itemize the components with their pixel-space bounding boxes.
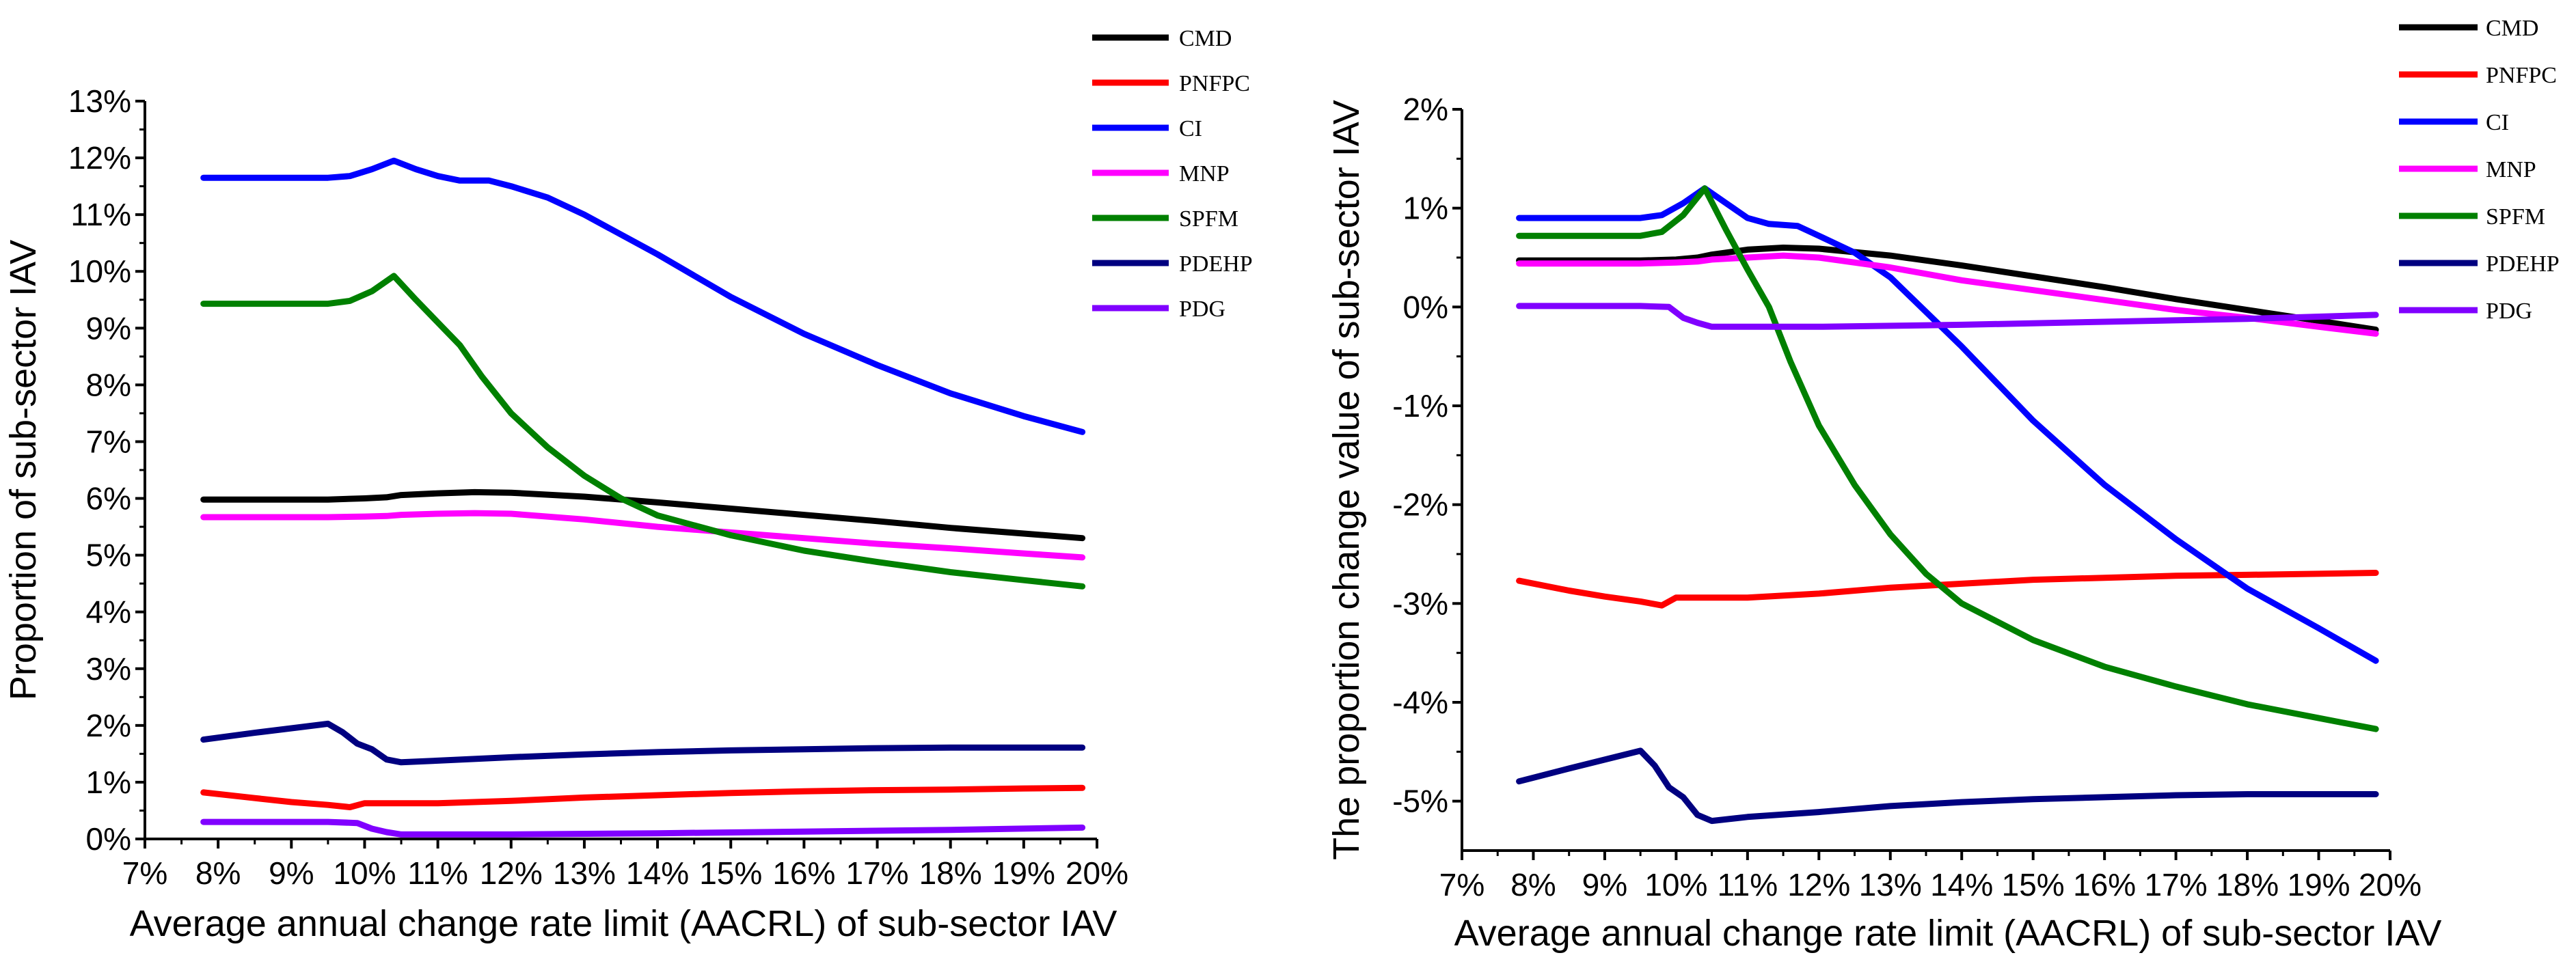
legend-label-mnp: MNP (1179, 161, 1230, 187)
x-tick-label: 9% (269, 855, 314, 891)
legend-label-pdg: PDG (1179, 297, 1225, 322)
series-line-ci (1516, 185, 2379, 664)
legend-label-pnfpc: PNFPC (1179, 71, 1250, 96)
x-tick-label: 13% (553, 855, 616, 891)
y-tick-label: 1% (86, 764, 131, 800)
legend-label-cmd: CMD (1179, 26, 1232, 51)
x-tick-label: 12% (480, 855, 543, 891)
series-line-pdehp (200, 720, 1086, 766)
x-tick-label: 10% (1644, 867, 1707, 902)
series-line-pdg (1516, 303, 2379, 330)
y-tick-label: 9% (86, 310, 131, 346)
series-line-pnfpc (200, 784, 1086, 810)
y-tick-label: 5% (86, 538, 131, 573)
y-tick-label: 2% (1403, 92, 1448, 127)
y-tick-label: 2% (86, 708, 131, 743)
y-tick-label: -3% (1392, 585, 1448, 621)
y-axis-title: Proportion of sub-sector IAV (3, 240, 44, 700)
chart-proportion-change: -5%-4%-3%-2%-1%0%1%2%7% 8% 9% 10% 11% 12% 13% 1… (1326, 16, 2560, 954)
legend-label-pdehp: PDEHP (1179, 251, 1253, 277)
y-tick-label: 11% (70, 197, 131, 232)
x-tick-label: 13% (1859, 867, 1922, 902)
legend-label-cmd: CMD (2486, 16, 2538, 41)
x-tick-label: 15% (2002, 867, 2065, 902)
x-tick-label: 17% (845, 855, 908, 891)
series-line-ci (200, 157, 1086, 435)
y-tick-label: 8% (86, 367, 131, 402)
x-tick-label: 7% (122, 855, 167, 891)
x-tick-label: 16% (772, 855, 835, 891)
x-tick-label: 19% (2287, 867, 2350, 902)
legend-label-spfm: SPFM (2486, 204, 2545, 230)
series-line-spfm (200, 273, 1086, 590)
y-tick-label: -2% (1392, 487, 1448, 523)
x-axis-title: Average annual change rate limit (AACRL)… (1454, 913, 2442, 954)
x-tick-label: 18% (2216, 867, 2279, 902)
series-line-mnp (200, 510, 1086, 561)
legend-label-pdg: PDG (2486, 299, 2532, 324)
x-tick-label: 15% (699, 855, 762, 891)
x-tick-label: 20% (1066, 855, 1128, 891)
y-tick-label: 13% (68, 83, 131, 119)
series-line-pnfpc (1516, 570, 2379, 609)
x-tick-label: 14% (626, 855, 689, 891)
series-line-spfm (1516, 185, 2379, 732)
y-tick-label: -5% (1392, 784, 1448, 819)
legend-label-spfm: SPFM (1179, 206, 1238, 232)
y-tick-label: -1% (1392, 388, 1448, 424)
x-tick-label: 11% (1718, 867, 1778, 902)
y-tick-label: 0% (1403, 289, 1448, 325)
series-line-pdehp (1516, 747, 2379, 825)
x-tick-label: 11% (407, 855, 468, 891)
y-tick-label: 1% (1403, 191, 1448, 226)
legend-label-ci: CI (2486, 110, 2509, 135)
series-line-cmd (200, 488, 1086, 542)
x-tick-label: 8% (195, 855, 241, 891)
legend: CMD PNFPC CI MNP SPFM PDEHP PDG (1092, 26, 1253, 322)
x-tick-label: 14% (1930, 867, 1993, 902)
x-tick-label: 10% (333, 855, 396, 891)
series-line-mnp (1516, 252, 2379, 337)
x-tick-label: 17% (2145, 867, 2208, 902)
series-line-pdg (200, 818, 1086, 838)
chart-proportion: 0% 1% 2% 3% 4% 5% 6% 7% 8% 9% 10% 11% 12% 13% 7% 8% 9% 10… (3, 26, 1253, 944)
y-tick-label: 0% (86, 821, 131, 857)
y-tick-label: 4% (86, 594, 131, 630)
legend-label-ci: CI (1179, 116, 1202, 141)
legend-label-mnp: MNP (2486, 157, 2536, 182)
x-tick-label: 7% (1439, 867, 1484, 902)
x-tick-label: 19% (992, 855, 1055, 891)
x-tick-label: 8% (1510, 867, 1556, 902)
y-tick-label: 3% (86, 651, 131, 687)
y-axis-title: The proportion change value of sub-secto… (1326, 100, 1367, 860)
y-tick-label: 6% (86, 481, 131, 516)
x-tick-label: 18% (919, 855, 982, 891)
y-tick-label: 12% (68, 140, 131, 176)
y-tick-label: 10% (68, 253, 131, 289)
x-tick-label: 9% (1582, 867, 1627, 902)
y-tick-label: -4% (1392, 685, 1448, 720)
x-tick-label: 12% (1787, 867, 1850, 902)
legend: CMD PNFPC CI MNP SPFM PDEHP PDG (2399, 16, 2560, 324)
x-tick-label: 16% (2073, 867, 2136, 902)
y-tick-label: 7% (86, 424, 131, 459)
x-axis-title: Average annual change rate limit (AACRL)… (130, 903, 1117, 944)
legend-label-pdehp: PDEHP (2486, 251, 2560, 277)
legend-label-pnfpc: PNFPC (2486, 63, 2557, 88)
x-tick-label: 20% (2359, 867, 2422, 902)
